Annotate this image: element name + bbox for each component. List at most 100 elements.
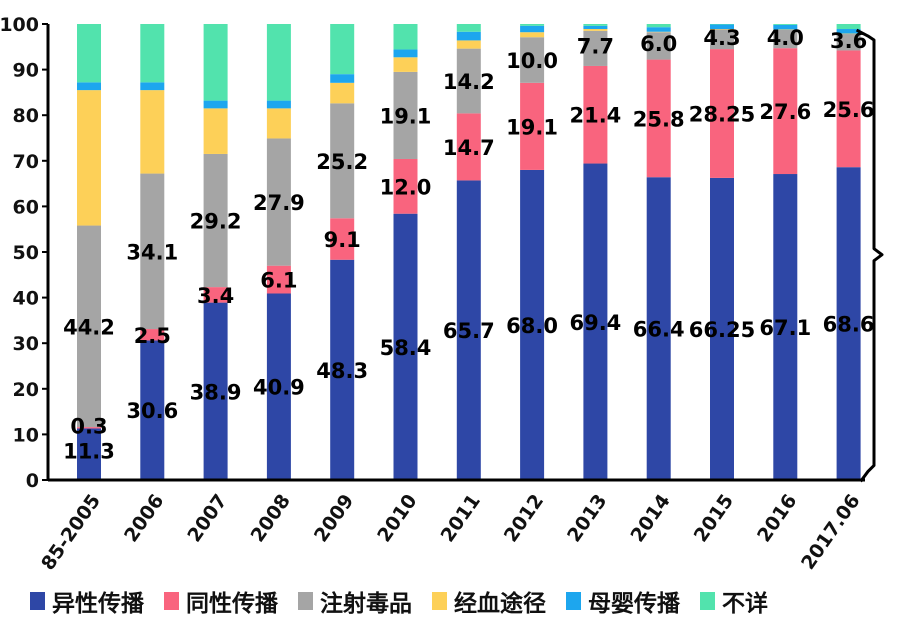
bar-segment xyxy=(266,108,291,139)
bar-segment xyxy=(266,265,291,294)
legend-swatch xyxy=(700,592,715,610)
data-label: 27.9 xyxy=(253,191,305,215)
bar-segment xyxy=(77,427,101,429)
data-label: 34.1 xyxy=(126,240,178,264)
data-label: 4.0 xyxy=(767,26,804,50)
legend-item-mother-infant: 母婴传播 xyxy=(566,584,680,618)
bar-segment xyxy=(520,169,545,481)
bar-segment xyxy=(77,82,101,91)
data-label: 6.1 xyxy=(260,269,297,293)
legend-label: 注射毒品 xyxy=(320,591,412,617)
data-label: 68.6 xyxy=(823,313,875,337)
bar-segment xyxy=(393,158,418,214)
y-tick-label: 80 xyxy=(13,105,39,127)
bar-segment xyxy=(203,24,228,101)
bar-segment xyxy=(393,57,418,72)
y-tick-label: 30 xyxy=(13,333,39,355)
bar-segment xyxy=(646,27,671,32)
bar-segment xyxy=(583,30,608,66)
legend-swatch xyxy=(30,592,45,610)
data-label: 6.0 xyxy=(640,32,677,56)
data-label: 14.2 xyxy=(443,70,495,94)
bar-segment xyxy=(266,24,291,101)
bar-segment xyxy=(520,25,545,33)
legend-swatch xyxy=(566,592,581,610)
data-label: 10.0 xyxy=(506,49,558,73)
bar-segment xyxy=(77,90,101,226)
bar-segment xyxy=(773,48,798,175)
legend: 异性传播 同性传播 注射毒品 经血途径 母婴传播 不详 xyxy=(30,584,788,618)
y-tick-label: 40 xyxy=(13,288,39,310)
data-label: 28.25 xyxy=(689,102,755,126)
x-tick-label: 2007 xyxy=(183,490,231,546)
bar-segment xyxy=(773,29,798,49)
bar-segment xyxy=(646,24,671,28)
bar-segment xyxy=(140,90,165,174)
x-tick-label: 2014 xyxy=(626,490,674,546)
y-tick-label: 20 xyxy=(13,379,39,401)
data-label: 38.9 xyxy=(190,380,242,404)
x-tick-label: 2017.06 xyxy=(797,490,865,574)
legend-item-homosexual: 同性传播 xyxy=(164,584,278,618)
bar-segment xyxy=(456,40,481,49)
legend-swatch xyxy=(432,592,447,610)
data-label: 44.2 xyxy=(63,315,115,339)
bar-segment xyxy=(330,103,355,219)
data-label: 25.8 xyxy=(633,107,685,131)
data-label: 0.3 xyxy=(70,414,107,438)
data-label: 40.9 xyxy=(253,376,305,400)
legend-item-unknown: 不详 xyxy=(700,584,768,618)
bar-segment xyxy=(520,24,545,26)
data-label: 29.2 xyxy=(190,210,242,234)
bar-segment xyxy=(583,163,608,480)
y-tick-label: 70 xyxy=(13,151,39,173)
bar-segment xyxy=(393,71,418,159)
bar-segment xyxy=(393,49,418,58)
bar-segment xyxy=(836,167,861,480)
x-tick-label: 2006 xyxy=(120,490,168,546)
legend-label: 同性传播 xyxy=(186,591,278,617)
bars-layer xyxy=(77,24,861,481)
bar-segment xyxy=(583,65,608,164)
x-tick-label: 2016 xyxy=(753,490,801,546)
bar-segment xyxy=(520,82,545,170)
data-label: 68.0 xyxy=(506,314,558,338)
bar-segment xyxy=(203,108,228,154)
data-label: 4.3 xyxy=(703,26,740,50)
x-tick-label: 2010 xyxy=(373,490,421,546)
x-tick-label: 2008 xyxy=(247,490,295,546)
x-tick-label: 2011 xyxy=(437,490,485,546)
bar-segment xyxy=(393,24,418,50)
data-label: 27.6 xyxy=(759,100,811,124)
bar-segment xyxy=(456,48,481,114)
x-tick-label: 2009 xyxy=(310,490,358,546)
data-label: 2.5 xyxy=(134,324,171,348)
bar-segment xyxy=(710,177,734,480)
legend-item-blood: 经血途径 xyxy=(432,584,546,618)
axes-layer: 0 10 20 30 40 50 60 70 80 90 100 85-2005 2006 2007 200… xyxy=(0,14,865,574)
bar-segment xyxy=(520,37,545,83)
bar-segment xyxy=(646,59,671,178)
y-tick-label: 50 xyxy=(13,242,39,264)
data-label: 65.7 xyxy=(443,319,495,343)
data-label: 25.6 xyxy=(823,98,875,122)
bar-segment xyxy=(203,153,228,288)
bar-segment xyxy=(456,31,481,41)
legend-item-heterosexual: 异性传播 xyxy=(30,584,144,618)
data-label: 11.3 xyxy=(63,439,115,463)
bar-segment xyxy=(710,29,734,50)
bar-segment xyxy=(583,25,608,30)
legend-swatch xyxy=(164,592,179,610)
bar-segment xyxy=(583,24,608,26)
data-label: 9.1 xyxy=(324,228,361,252)
bar-segment xyxy=(456,180,481,480)
bar-segment xyxy=(140,340,165,480)
data-label: 19.1 xyxy=(506,115,558,139)
data-label: 30.6 xyxy=(126,399,178,423)
data-label: 7.7 xyxy=(577,34,614,58)
x-tick-label: 85-2005 xyxy=(37,490,105,574)
bar-segment xyxy=(583,29,608,31)
legend-item-injection-drugs: 注射毒品 xyxy=(298,584,412,618)
data-label: 19.1 xyxy=(380,104,432,128)
x-tick-label: 2013 xyxy=(563,490,611,546)
